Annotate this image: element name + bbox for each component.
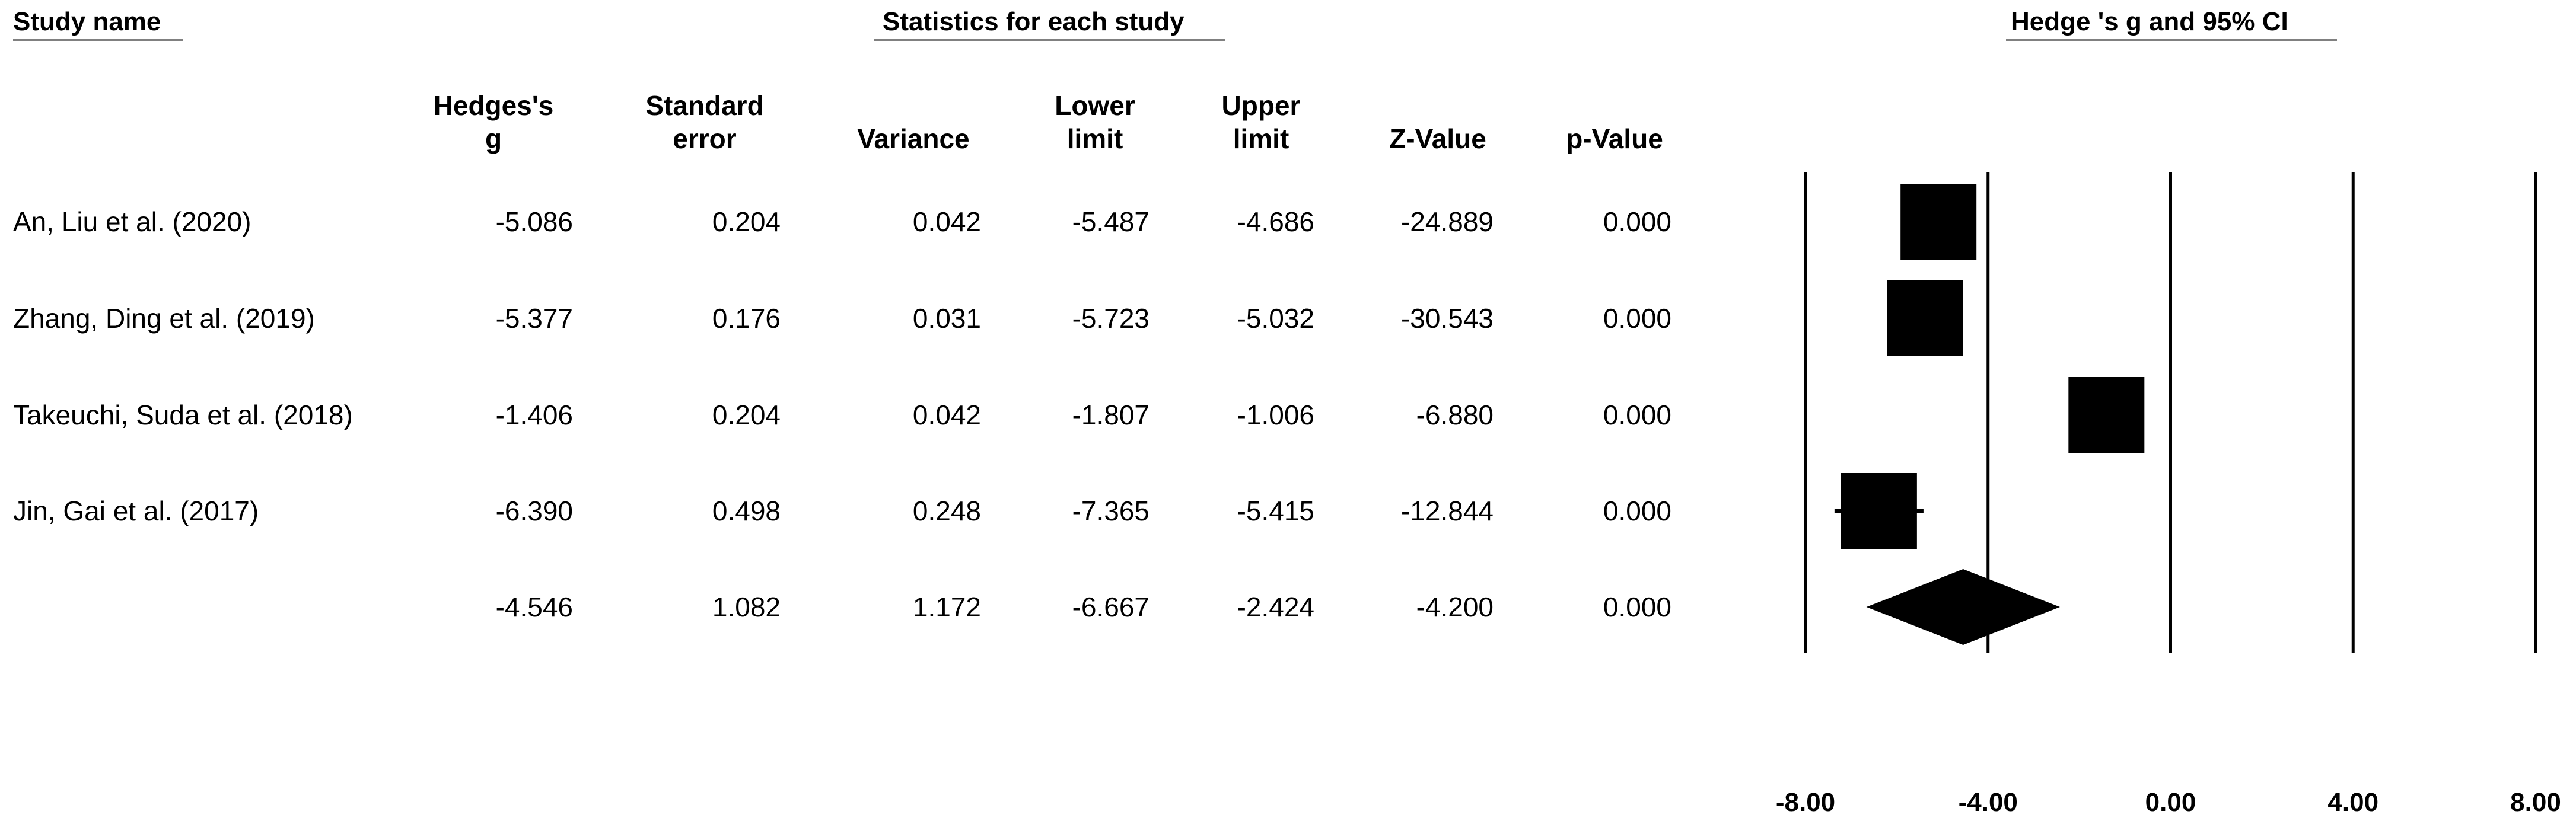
cell-z-value: -6.880 (1416, 400, 1494, 430)
study-name-rule (13, 39, 183, 41)
cell-lower-limit: -5.723 (1072, 303, 1150, 334)
study-name: Takeuchi, Suda et al. (2018) (13, 400, 353, 430)
cell-standard-error: 1.082 (712, 592, 781, 622)
tick-label: 0.00 (2145, 788, 2196, 817)
cell-p-value: 0.000 (1603, 592, 1671, 622)
plot-title-header: Hedge 's g and 95% CI (2011, 7, 2288, 36)
tick-label: 4.00 (2327, 788, 2378, 817)
cell-lower-limit: -5.487 (1072, 206, 1150, 237)
cell-p-value: 0.000 (1603, 206, 1671, 237)
effect-marker (1887, 280, 1963, 356)
cell-upper-limit: -4.686 (1237, 206, 1314, 237)
effect-marker (1841, 473, 1917, 549)
cell-standard-error: 0.204 (712, 206, 781, 237)
study-name-header: Study name (13, 7, 161, 36)
statistics-rule (874, 39, 1225, 41)
cell-variance: 0.031 (912, 303, 981, 334)
tick-label: 8.00 (2510, 788, 2561, 817)
cell-p-value: 0.000 (1603, 303, 1671, 334)
cell-variance: 0.042 (912, 206, 981, 237)
effect-marker (2068, 377, 2145, 453)
cell-z-value: -24.889 (1400, 206, 1494, 237)
cell-lower-limit: -6.667 (1072, 592, 1150, 622)
cell-variance: 1.172 (912, 592, 981, 622)
cell-p-value: 0.000 (1603, 400, 1671, 430)
col-header-standard-error: Standard error (645, 90, 764, 154)
cell-standard-error: 0.498 (712, 496, 781, 526)
cell-z-value: -4.200 (1416, 592, 1494, 622)
col-header-hedges-g: Hedges's g (433, 90, 554, 154)
cell-upper-limit: -1.006 (1237, 400, 1314, 430)
study-name: Zhang, Ding et al. (2019) (13, 303, 315, 334)
cell-variance: 0.248 (912, 496, 981, 526)
cell-hedges-g: -1.406 (495, 400, 573, 430)
cell-z-value: -30.543 (1400, 303, 1494, 334)
tick-label: -4.00 (1959, 788, 2018, 817)
plot-title-rule (2006, 39, 2337, 41)
cell-z-value: -12.844 (1400, 496, 1494, 526)
col-header-p-value: p-Value (1566, 123, 1663, 154)
study-name: An, Liu et al. (2020) (13, 206, 251, 237)
col-header-z-value: Z-Value (1389, 123, 1486, 154)
statistics-header: Statistics for each study (883, 7, 1184, 36)
cell-p-value: 0.000 (1603, 496, 1671, 526)
cell-standard-error: 0.204 (712, 400, 781, 430)
cell-lower-limit: -1.807 (1072, 400, 1150, 430)
study-name: Jin, Gai et al. (2017) (13, 496, 259, 526)
col-header-variance: Variance (857, 123, 970, 154)
cell-standard-error: 0.176 (712, 303, 781, 334)
col-header-lower-limit: Lower limit (1055, 90, 1135, 154)
cell-hedges-g: -6.390 (495, 496, 573, 526)
summary-diamond (1866, 569, 2061, 645)
tick-label: -8.00 (1776, 788, 1835, 817)
cell-upper-limit: -5.415 (1237, 496, 1314, 526)
col-header-upper-limit: Upper limit (1221, 90, 1301, 154)
cell-variance: 0.042 (912, 400, 981, 430)
cell-lower-limit: -7.365 (1072, 496, 1150, 526)
effect-marker (1900, 184, 1977, 260)
cell-hedges-g: -5.086 (495, 206, 573, 237)
cell-hedges-g: -5.377 (495, 303, 573, 334)
cell-upper-limit: -2.424 (1237, 592, 1314, 622)
cell-hedges-g: -4.546 (495, 592, 573, 622)
cell-upper-limit: -5.032 (1237, 303, 1314, 334)
